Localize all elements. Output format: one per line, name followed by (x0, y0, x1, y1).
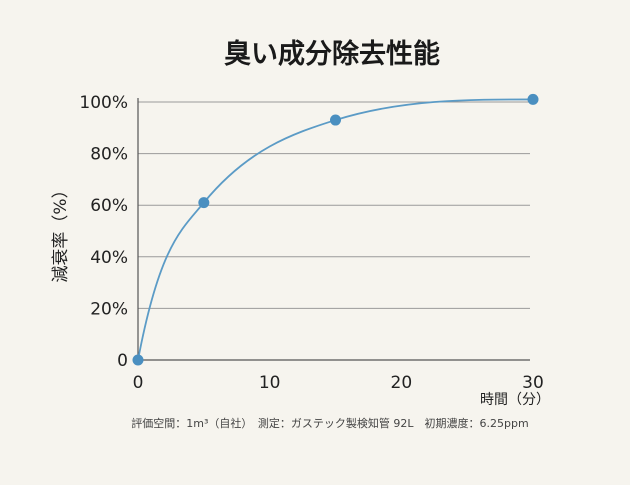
x-tick-label: 10 (259, 373, 281, 393)
data-point (330, 114, 341, 126)
y-tick-label: 60% (90, 196, 128, 216)
series-group (132, 93, 539, 366)
x-tick-label: 30 (522, 373, 544, 393)
axes (137, 98, 530, 361)
y-tick-label: 20% (90, 299, 128, 319)
y-tick-labels: 0 20% 40% 60% 80% 100% (79, 93, 128, 371)
y-tick-label: 40% (90, 248, 128, 268)
data-point (527, 93, 539, 105)
y-tick-label: 0 (117, 351, 128, 371)
data-point (132, 354, 144, 366)
x-axis-label: 時間（分） (480, 392, 550, 408)
y-tick-label: 80% (90, 145, 128, 165)
y-axis-label: 減衰率（%） (51, 181, 71, 282)
footnote: 評価空間：1m³（自社） 測定：ガステック製検知管 92L 初期濃度：6.25p… (131, 416, 528, 430)
series-line (137, 98, 534, 361)
chart-title: 臭い成分除去性能 (224, 38, 440, 70)
gridlines (138, 101, 530, 309)
y-tick-label: 100% (79, 93, 128, 113)
x-tick-label: 20 (391, 373, 413, 393)
x-tick-label: 0 (133, 373, 144, 393)
x-tick-labels: 0 10 20 30 (133, 373, 544, 393)
data-point (198, 197, 210, 209)
